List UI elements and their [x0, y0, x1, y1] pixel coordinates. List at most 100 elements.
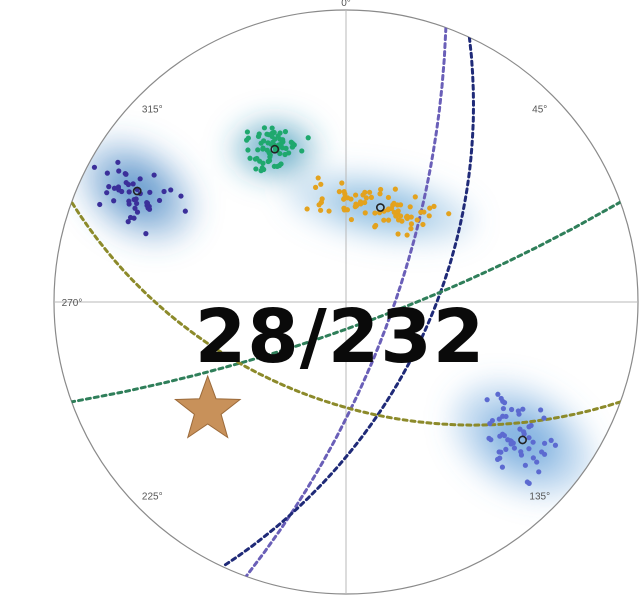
points-layer [91, 125, 559, 486]
pole-point [395, 231, 401, 237]
pole-point [286, 150, 292, 156]
great-circles-layer [70, 26, 622, 578]
pole-point [541, 415, 547, 421]
azimuth-label: 225° [142, 492, 163, 503]
pole-point [274, 163, 280, 170]
pole-point [283, 145, 289, 152]
pole-point [403, 214, 410, 220]
pole-point [357, 199, 364, 205]
pole-point [420, 221, 426, 228]
pole-point [497, 455, 503, 461]
pole-point [318, 207, 324, 213]
pole-point [505, 437, 511, 443]
pole-point [522, 462, 528, 468]
pole-point [516, 411, 522, 417]
pole-point [353, 192, 359, 198]
pole-point [111, 185, 118, 191]
pole-point [97, 201, 103, 208]
pole-point [392, 186, 398, 192]
pole-point [426, 213, 432, 219]
pole-point [500, 413, 506, 419]
pole-point [182, 208, 188, 214]
pole-point [123, 171, 129, 177]
pole-point [552, 442, 559, 448]
pole-point [264, 147, 270, 153]
pole-point [126, 189, 132, 195]
pole-point [404, 232, 410, 238]
pole-point [496, 449, 502, 455]
pole-point [312, 184, 319, 190]
pole-point [244, 129, 251, 135]
azimuth-label: 45° [532, 104, 547, 115]
great-circle [70, 200, 622, 427]
pole-point [111, 198, 117, 204]
pole-point [151, 172, 157, 178]
azimuth-label: 135° [529, 492, 550, 503]
pole-point [407, 204, 413, 210]
pole-point [104, 190, 110, 196]
pole-point [518, 452, 525, 458]
pole-point [143, 231, 149, 237]
pole-point [247, 155, 253, 161]
pole-point [348, 216, 355, 223]
pole-point [106, 184, 112, 190]
pole-point [385, 217, 392, 223]
pole-point [275, 133, 281, 139]
pole-point [385, 207, 391, 213]
pole-point [501, 400, 508, 406]
pole-point [131, 196, 137, 203]
pole-point [125, 219, 131, 225]
great-circle [244, 26, 448, 578]
mean-pole-marker [270, 144, 280, 154]
pole-point [548, 437, 554, 443]
pole-point [255, 147, 261, 153]
pole-point [408, 214, 414, 220]
pole-point [421, 209, 427, 215]
pole-point [261, 166, 267, 173]
pole-point [520, 406, 526, 412]
pole-point [499, 464, 506, 470]
pole-point [344, 207, 351, 213]
pole-point [341, 196, 347, 202]
pole-point [126, 201, 132, 207]
pole-point [517, 426, 523, 432]
pole-point [280, 137, 286, 143]
pole-point [255, 133, 262, 140]
pole-point [446, 211, 452, 217]
pole-point [500, 405, 507, 412]
pole-point [299, 148, 305, 154]
pole-point [304, 206, 310, 212]
pole-point [115, 159, 121, 165]
pole-point [534, 459, 540, 465]
pole-point [511, 445, 518, 451]
pole-point [261, 125, 268, 131]
pole-point [278, 161, 284, 167]
pole-point [156, 197, 163, 204]
axes-layer [53, 9, 639, 595]
azimuth-label: 315° [142, 104, 163, 115]
pole-point [318, 181, 324, 187]
pole-point [326, 208, 332, 214]
pole-point [116, 168, 122, 174]
pole-point [360, 192, 366, 198]
pole-point [381, 217, 387, 223]
pole-point [260, 160, 266, 166]
azimuth-labels: 0°45°135°180°225°270°315° [62, 0, 550, 503]
pole-point [498, 395, 504, 402]
pole-point [265, 140, 271, 146]
pole-point [495, 391, 501, 397]
pole-point [408, 226, 414, 232]
pole-point [431, 203, 437, 209]
pole-point [316, 202, 322, 208]
pole-point [368, 194, 375, 201]
pole-point [385, 194, 392, 201]
pole-point [508, 406, 515, 413]
pole-point [125, 181, 132, 188]
pole-point [521, 429, 527, 435]
pole-point [408, 221, 415, 227]
pole-point [503, 446, 509, 452]
pole-point [269, 125, 275, 131]
pole-point [377, 191, 383, 197]
pole-point [372, 210, 378, 216]
